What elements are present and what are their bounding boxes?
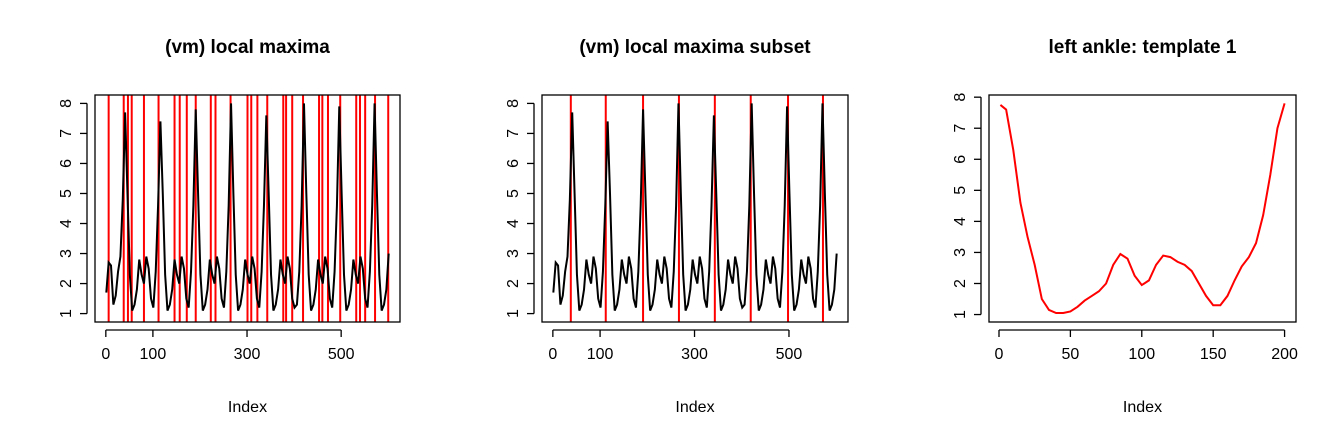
y-tick-label: 6	[952, 155, 969, 164]
x-tick-label: 300	[681, 346, 708, 363]
x-tick-label: 150	[1200, 346, 1227, 363]
y-tick-label: 7	[505, 129, 522, 138]
x-tick-label: 0	[548, 346, 557, 363]
x-tick-label: 100	[1128, 346, 1155, 363]
x-tick-label: 500	[328, 346, 355, 363]
x-tick-label: 500	[776, 346, 803, 363]
y-tick-label: 3	[505, 249, 522, 258]
x-tick-label: 0	[995, 346, 1004, 363]
y-tick-label: 2	[952, 279, 969, 288]
y-tick-label: 3	[952, 248, 969, 257]
x-tick-label: 300	[234, 346, 261, 363]
y-tick-label: 4	[58, 219, 75, 228]
x-tick-label: 100	[140, 346, 167, 363]
data-line	[999, 103, 1286, 314]
x-tick-label: 200	[1271, 346, 1298, 363]
y-tick-label: 6	[58, 159, 75, 168]
x-axis-label: Index	[228, 399, 267, 416]
x-tick-label: 50	[1061, 346, 1079, 363]
y-tick-label: 7	[58, 129, 75, 138]
plot-frame	[94, 94, 401, 323]
y-tick-label: 4	[505, 219, 522, 228]
data-line	[552, 103, 838, 311]
plot-frame	[541, 94, 849, 323]
y-tick-label: 1	[952, 310, 969, 319]
y-tick-label: 1	[505, 309, 522, 318]
y-tick-label: 5	[952, 186, 969, 195]
x-tick-label: 0	[101, 346, 110, 363]
y-tick-label: 8	[505, 99, 522, 108]
chart-title: left ankle: template 1	[1049, 37, 1237, 58]
y-tick-label: 4	[952, 217, 969, 226]
x-tick-label: 100	[587, 346, 614, 363]
y-tick-label: 2	[58, 279, 75, 288]
y-tick-label: 3	[58, 249, 75, 258]
chart-title: (vm) local maxima subset	[579, 37, 811, 58]
y-tick-label: 5	[58, 189, 75, 198]
y-tick-label: 6	[505, 159, 522, 168]
y-tick-label: 5	[505, 189, 522, 198]
x-axis-label: Index	[675, 399, 714, 416]
y-tick-label: 8	[952, 93, 969, 102]
chart-title: (vm) local maxima	[165, 37, 330, 58]
data-line	[105, 103, 390, 311]
plot-frame	[988, 94, 1297, 323]
y-tick-label: 2	[505, 279, 522, 288]
y-tick-label: 1	[58, 309, 75, 318]
x-axis-label: Index	[1123, 399, 1162, 416]
y-tick-label: 8	[58, 99, 75, 108]
y-tick-label: 7	[952, 124, 969, 133]
